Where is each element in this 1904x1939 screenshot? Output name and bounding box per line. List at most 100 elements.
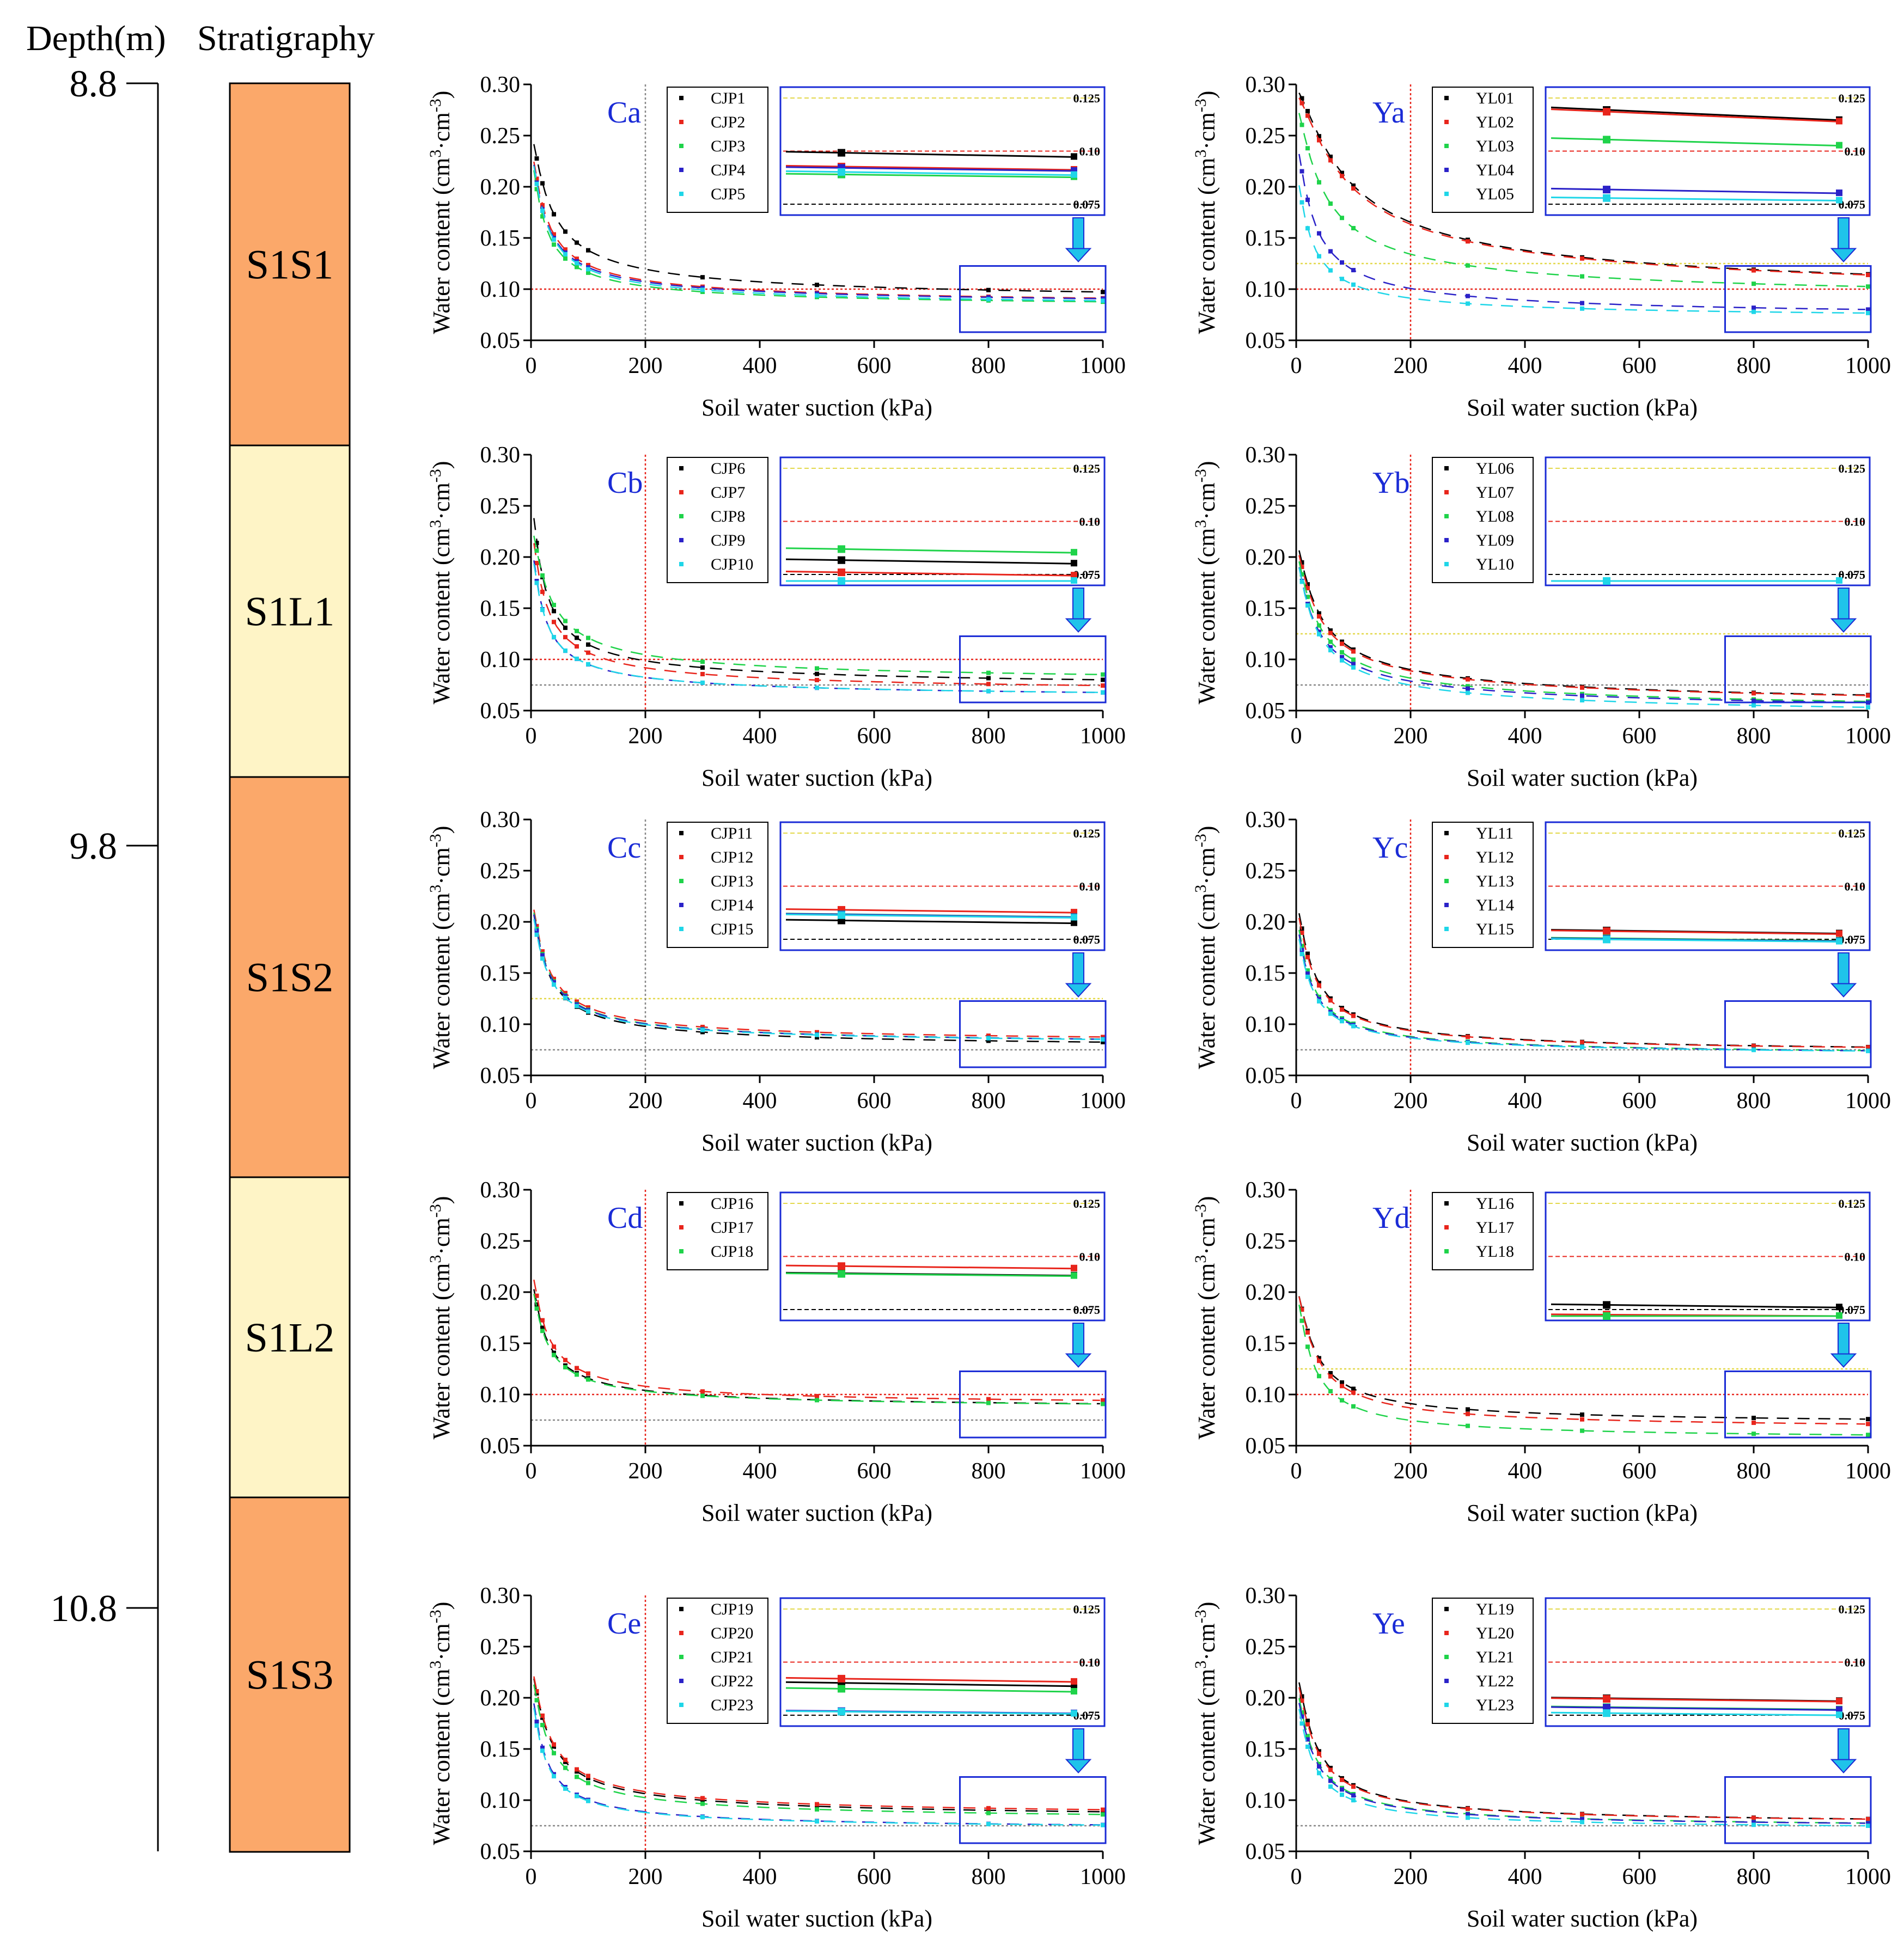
y-axis-label: Water content (cm3·cm-3) [426, 826, 455, 1069]
inset-tick-label: 0.075 [1073, 568, 1101, 582]
data-point [1580, 1417, 1584, 1422]
inset-point [1071, 171, 1077, 178]
legend-entry: YL05 [1476, 185, 1514, 203]
zoom-box [1724, 1370, 1872, 1439]
y-axis-label-text: Water content (cm [428, 893, 455, 1069]
data-point [986, 1036, 991, 1041]
legend-marker [679, 879, 684, 883]
data-point [552, 620, 556, 625]
panel-title: Yd [1372, 1201, 1409, 1235]
y-tick-label: 0.20 [480, 1686, 521, 1711]
data-point [1340, 277, 1344, 282]
data-point [1466, 1035, 1470, 1039]
y-tick-label: 0.05 [480, 1063, 521, 1088]
data-point [563, 995, 567, 1000]
data-point [1351, 183, 1356, 188]
data-point [540, 1713, 545, 1718]
data-point [1299, 123, 1304, 127]
panel-title: Ye [1372, 1607, 1405, 1641]
panel-yc: 0.05 0.10 0.15 0.20 0.25 0.30 0 200 400 600 800 100… [1192, 808, 1891, 1156]
data-point [540, 953, 545, 958]
zoom-box [1724, 635, 1872, 704]
data-point [1580, 306, 1584, 311]
data-point [1340, 1380, 1344, 1385]
data-point [1340, 655, 1344, 659]
inset-point [1071, 1678, 1077, 1685]
data-point [1305, 1344, 1310, 1349]
data-point [563, 619, 567, 623]
data-point [552, 242, 556, 247]
x-tick-label: 600 [857, 724, 892, 749]
x-tick-label: 1000 [1080, 353, 1126, 378]
x-axis-label: Soil water suction (kPa) [1467, 764, 1698, 791]
x-tick-label: 1000 [1845, 1088, 1891, 1114]
data-point [575, 628, 579, 633]
data-point [1580, 1812, 1584, 1817]
y-axis-label-sup: -3 [1192, 1610, 1210, 1623]
data-point [815, 671, 819, 676]
y-axis-label-text: Water content (cm [1193, 1669, 1220, 1845]
legend-marker [1444, 831, 1449, 835]
data-point [1752, 1416, 1756, 1421]
data-point [1317, 632, 1321, 637]
data-point [700, 1815, 705, 1820]
layer-label: S1S1 [246, 242, 334, 288]
data-point [1305, 226, 1310, 231]
y-axis-label-sup: 3 [426, 520, 444, 528]
x-tick-label: 400 [1508, 1088, 1542, 1114]
y-tick-label: 0.05 [480, 328, 521, 353]
legend-entry: YL22 [1476, 1672, 1514, 1690]
zoom-arrow-head [1830, 1353, 1857, 1368]
data-point [1340, 1019, 1344, 1024]
data-point [1466, 1815, 1470, 1820]
y-tick-label: 0.10 [1246, 277, 1286, 302]
y-tick-label: 0.15 [480, 961, 521, 986]
legend-entry: CJP1 [711, 89, 745, 107]
x-axis-label: Soil water suction (kPa) [1467, 1500, 1698, 1526]
y-tick-label: 0.25 [1246, 1229, 1286, 1254]
y-axis-label-sup: 3 [426, 1661, 444, 1669]
data-point [540, 589, 545, 594]
y-axis-label: Water content (cm3·cm-3) [1192, 91, 1220, 334]
y-axis-label: Water content (cm3·cm-3) [1192, 1196, 1220, 1440]
depth-tick-label: 9.8 [70, 825, 118, 867]
data-point [534, 1719, 539, 1724]
data-point [1317, 1374, 1321, 1379]
zoom-arrow-head [1065, 618, 1092, 633]
x-tick-label: 200 [1394, 724, 1428, 749]
data-point [700, 659, 705, 664]
inset-curve [1551, 1711, 1840, 1716]
panel-yb: 0.05 0.10 0.15 0.20 0.25 0.30 0 200 400 600 800 100… [1192, 443, 1891, 791]
inset-point [838, 577, 845, 585]
data-point [1466, 263, 1470, 268]
data-point [1466, 1806, 1470, 1811]
inset-curve [785, 1264, 1075, 1270]
y-axis-label-text: Water content (cm [428, 1669, 455, 1845]
y-axis-label-sup: 3 [1192, 150, 1210, 158]
fit-curve [1298, 185, 1865, 314]
data-point [1299, 1698, 1304, 1703]
zoom-arrow-shaft [1838, 1728, 1850, 1761]
y-tick-label: 0.10 [480, 277, 521, 302]
inset-curve [785, 1687, 1075, 1693]
data-point [1305, 1737, 1310, 1742]
zoom-arrow-head [1065, 983, 1092, 998]
inset-curve [785, 173, 1075, 179]
y-axis-label-text: Water content (cm [1193, 528, 1220, 705]
inset-tick-label: 0.075 [1073, 198, 1101, 211]
data-point [540, 1748, 545, 1753]
data-point [1299, 931, 1304, 935]
inset-tick-label: 0.10 [1079, 1656, 1101, 1669]
panel-title: Cc [607, 831, 641, 865]
y-tick-label: 0.05 [1246, 699, 1286, 724]
data-point [1299, 1694, 1304, 1699]
data-point [1299, 560, 1304, 565]
inset-point [1836, 938, 1842, 945]
data-point [1317, 1356, 1321, 1361]
y-axis-label-text: ) [1193, 1196, 1220, 1204]
x-tick-label: 600 [1622, 353, 1657, 378]
data-point [1328, 1767, 1333, 1772]
zoom-arrow-shaft [1838, 588, 1850, 621]
data-point [1317, 614, 1321, 619]
inset-tick-label: 0.125 [1073, 827, 1101, 840]
